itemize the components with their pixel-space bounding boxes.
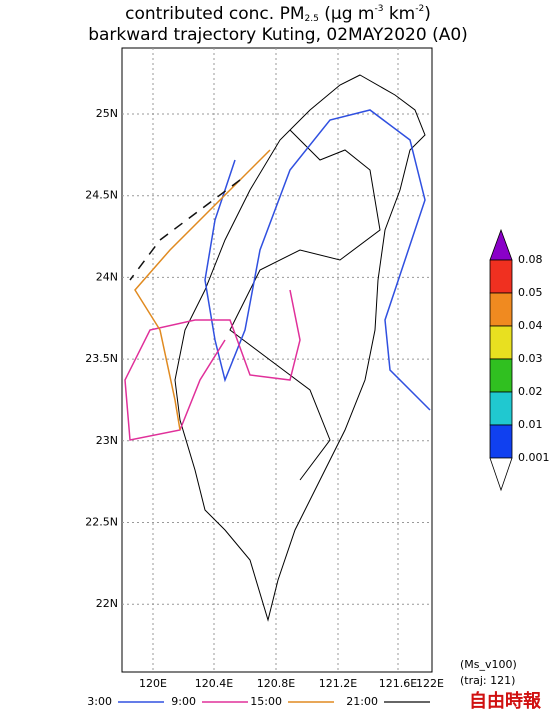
colorbar-cap: [489, 457, 513, 492]
title-line-2: barkward trajectory Kuting, 02MAY2020 (A…: [88, 25, 468, 45]
x-tick-label: 121.6E: [379, 677, 417, 690]
graticule: [122, 48, 432, 672]
colorbar-label: 0.001: [518, 451, 550, 464]
colorbar-cell: [489, 391, 513, 426]
colorbar-label: 0.01: [518, 418, 543, 431]
watermark: 自由時報: [469, 690, 542, 712]
x-tick-label: 120.4E: [195, 677, 233, 690]
x-tick-label: 120.8E: [257, 677, 295, 690]
colorbar-cell: [489, 358, 513, 393]
legend-label: 21:00: [346, 695, 378, 708]
county-borders: [229, 129, 381, 481]
colorbar-cell: [489, 424, 513, 459]
y-tick-label: 24N: [96, 270, 118, 283]
colorbar-cell: [489, 325, 513, 360]
y-tick-label: 22N: [96, 597, 118, 610]
note: (Ms_v100): [460, 658, 517, 671]
colorbar-label: 0.04: [518, 319, 543, 332]
y-tick-label: 22.5N: [85, 516, 118, 529]
colorbar-label: 0.02: [518, 385, 543, 398]
colorbar-label: 0.05: [518, 286, 543, 299]
x-tick-label: 122E: [416, 677, 444, 690]
y-tick-label: 23N: [96, 434, 118, 447]
legend-label: 15:00: [250, 695, 282, 708]
colorbar-cell: [489, 259, 513, 294]
colorbar-cell: [489, 292, 513, 327]
colorbar: [489, 228, 513, 492]
note: (traj: 121): [460, 674, 515, 687]
trajectory-3h: [204, 109, 431, 411]
y-tick-label: 23.5N: [85, 352, 118, 365]
x-tick-label: 120E: [139, 677, 167, 690]
trajectory-21h: [129, 179, 241, 281]
x-tick-label: 121.2E: [319, 677, 357, 690]
colorbar-label: 0.03: [518, 352, 543, 365]
map-frame: [121, 47, 433, 673]
taiwan-coast: [174, 74, 426, 622]
legend: 3:00 9:00 15:00 21:00: [87, 695, 430, 708]
colorbar-labels: 0.08 0.05 0.04 0.03 0.02 0.01 0.001: [518, 253, 550, 464]
colorbar-label: 0.08: [518, 253, 543, 266]
trajectory-15h: [134, 149, 271, 431]
trajectory-9h: [124, 289, 301, 441]
y-tick-label: 24.5N: [85, 189, 118, 202]
legend-label: 9:00: [171, 695, 196, 708]
colorbar-cap: [489, 228, 513, 261]
y-tick-label: 25N: [96, 107, 118, 120]
title-line-1: contributed conc. PM2.5 (μg m-3 km-2): [125, 4, 431, 25]
legend-label: 3:00: [87, 695, 112, 708]
